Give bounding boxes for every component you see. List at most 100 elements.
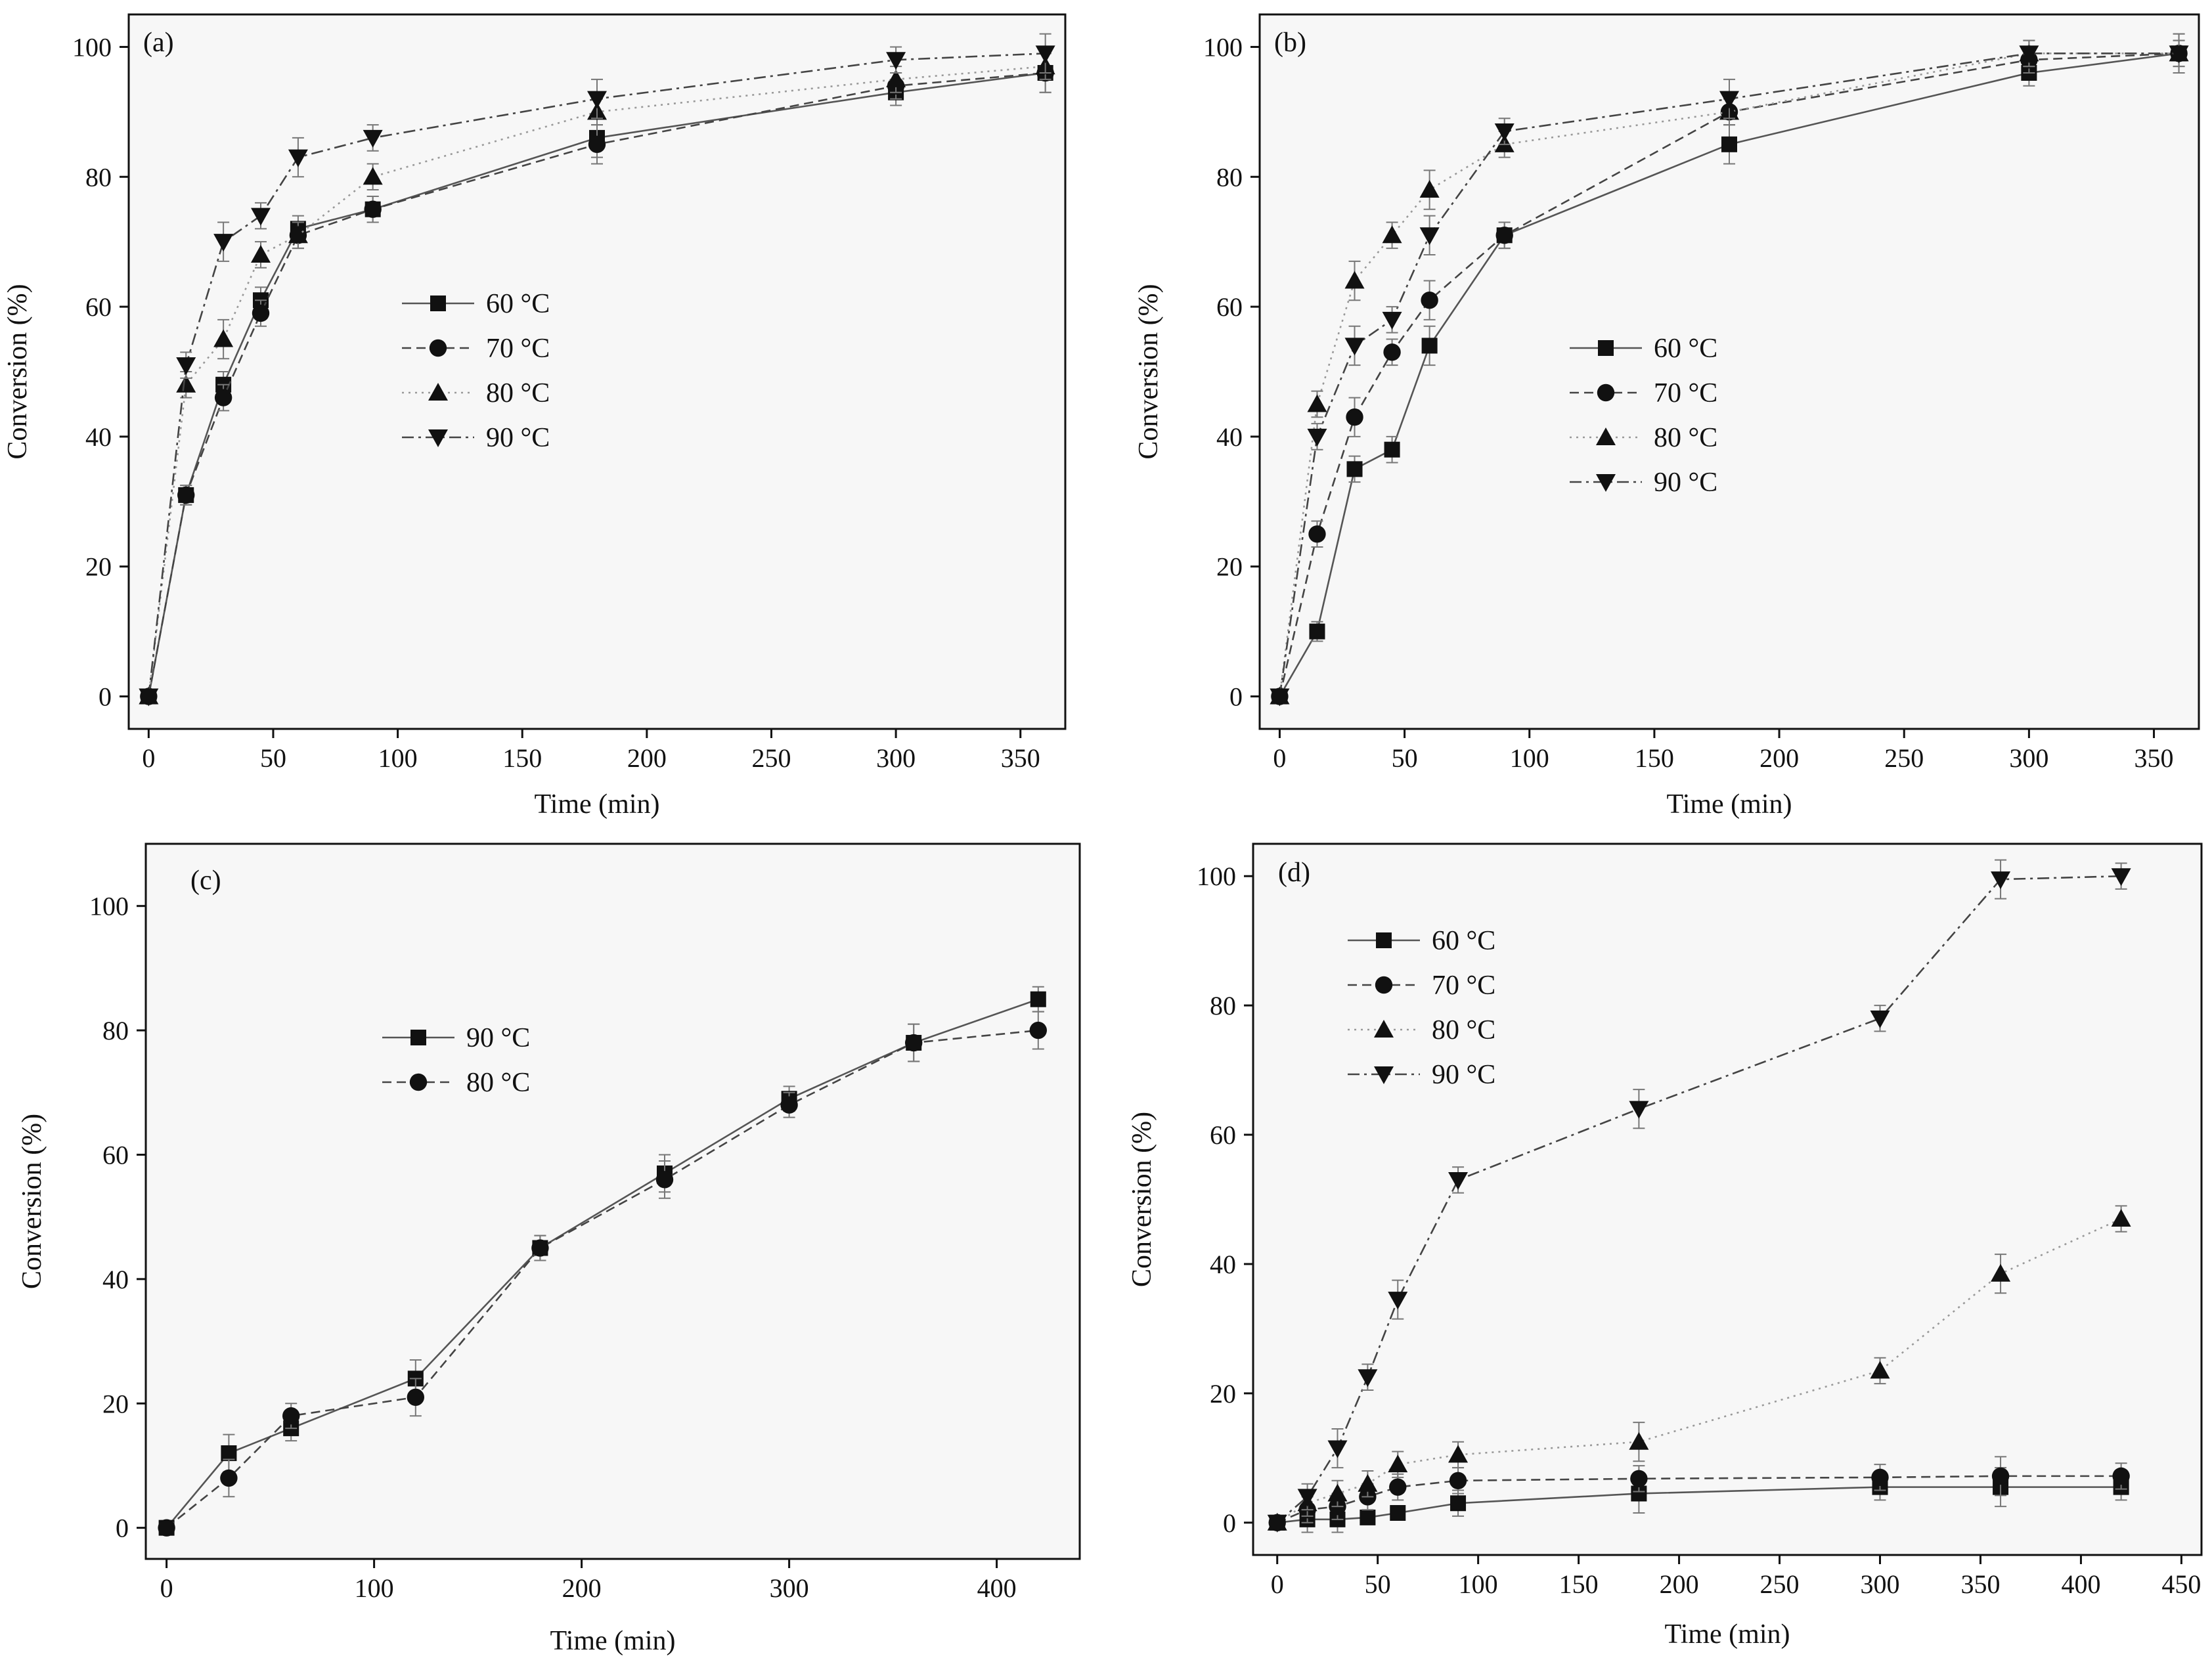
data-point — [1344, 271, 1365, 289]
legend-entry: 60 °C — [1570, 334, 1717, 364]
legend-entry: 80 °C — [382, 1068, 530, 1098]
data-point — [2111, 1209, 2131, 1227]
legend-entry: 70 °C — [1348, 971, 1495, 1001]
data-point — [531, 1239, 549, 1257]
data-point — [363, 129, 383, 148]
legend-entry: 90 °C — [1348, 1060, 1495, 1090]
data-point — [1327, 1483, 1348, 1502]
legend-marker — [1375, 976, 1393, 994]
data-point — [288, 225, 308, 244]
y-tick-label: 40 — [102, 1265, 129, 1294]
x-tick-label: 200 — [627, 743, 667, 773]
panel-label: (b) — [1274, 28, 1306, 58]
chart-panel-b: 0 50 100 150 200 250 300 350 0 20 40 60 80 100 Time (m… — [1134, 13, 2200, 820]
x-axis-title: Time (min) — [1665, 1619, 1790, 1650]
y-tick-label: 60 — [1210, 1120, 1236, 1150]
x-tick-label: 100 — [355, 1573, 394, 1603]
data-point — [2169, 45, 2189, 64]
x-tick-label: 400 — [2061, 1569, 2100, 1599]
data-point — [1346, 408, 1363, 426]
legend-marker — [1596, 427, 1616, 445]
legend-marker — [1596, 474, 1616, 492]
series-line — [166, 1029, 1038, 1529]
plot-area — [1252, 842, 2203, 1556]
panel-label: (a) — [143, 28, 174, 58]
data-point — [1382, 225, 1402, 244]
series-80C — [1267, 1205, 2131, 1531]
y-tick-label: 80 — [85, 162, 112, 192]
y-tick-label: 100 — [89, 892, 129, 921]
y-axis-title: Conversion (%) — [17, 1114, 47, 1289]
data-point — [1630, 1470, 1648, 1488]
data-point — [1494, 123, 1515, 142]
data-point — [176, 374, 196, 393]
data-point — [1307, 394, 1327, 412]
x-axis-title: Time (min) — [550, 1626, 676, 1656]
data-point — [1360, 1509, 1376, 1525]
y-axis-title: Conversion (%) — [3, 284, 33, 459]
legend-marker — [1597, 383, 1615, 402]
data-point — [177, 486, 195, 504]
data-point — [282, 1407, 300, 1425]
data-point — [1390, 1505, 1406, 1521]
y-tick-label: 80 — [102, 1016, 129, 1045]
data-point — [1629, 1432, 1649, 1450]
y-tick-label: 100 — [1203, 32, 1243, 62]
data-point — [1270, 688, 1290, 707]
data-point — [886, 52, 906, 70]
data-point — [1358, 1474, 1378, 1492]
data-point — [1495, 227, 1513, 244]
legend-entry: 60 °C — [402, 289, 550, 319]
data-point — [1358, 1369, 1378, 1388]
x-tick-label: 300 — [770, 1573, 809, 1603]
data-point — [1308, 525, 1326, 543]
legend-label: 80 °C — [486, 378, 550, 408]
data-point — [2112, 1467, 2130, 1485]
legend-label: 90 °C — [466, 1023, 530, 1053]
x-tick-label: 350 — [2135, 743, 2174, 773]
plot-area — [144, 842, 1081, 1560]
data-point — [1307, 428, 1327, 447]
data-point — [1388, 1292, 1408, 1310]
data-point — [1421, 338, 1438, 354]
x-tick-label: 300 — [1861, 1569, 1900, 1599]
legend-marker — [429, 339, 447, 357]
data-point — [288, 149, 308, 167]
legend-marker — [428, 383, 448, 401]
legend-entry: 60 °C — [1348, 926, 1495, 956]
data-point — [588, 135, 606, 154]
data-point — [886, 69, 906, 87]
x-tick-label: 0 — [142, 743, 155, 773]
y-tick-label: 0 — [116, 1514, 129, 1543]
data-point — [1029, 1021, 1048, 1039]
data-point — [158, 1519, 175, 1537]
data-point — [251, 208, 271, 226]
chart-panel-c: 0 100 200 300 400 0 20 40 60 80 100 Time (min) Conve… — [17, 842, 1081, 1656]
series-line — [1277, 1475, 2121, 1523]
data-point — [363, 167, 383, 185]
data-point — [1327, 1440, 1348, 1458]
legend-label: 80 °C — [466, 1068, 530, 1098]
x-tick-label: 0 — [1273, 743, 1286, 773]
data-point — [2111, 868, 2131, 886]
data-point — [1035, 45, 1055, 64]
data-point — [407, 1388, 424, 1406]
legend-entry: 90 °C — [402, 423, 550, 453]
x-tick-label: 300 — [2009, 743, 2048, 773]
data-point — [1419, 180, 1440, 198]
legend-label: 60 °C — [486, 289, 550, 319]
y-tick-label: 100 — [72, 32, 112, 62]
y-tick-label: 60 — [1216, 292, 1243, 322]
data-point — [1870, 1361, 1890, 1379]
x-tick-label: 350 — [1960, 1569, 2000, 1599]
y-axis-title: Conversion (%) — [1127, 1112, 1157, 1287]
data-point — [1991, 871, 2011, 890]
data-point — [1991, 1263, 2011, 1282]
legend-label: 90 °C — [1654, 468, 1717, 498]
y-tick-label: 40 — [1210, 1250, 1236, 1279]
x-tick-label: 250 — [751, 743, 791, 773]
data-point — [213, 234, 234, 252]
x-tick-label: 200 — [562, 1573, 602, 1603]
legend-marker — [1374, 1020, 1394, 1038]
legend-label: 90 °C — [1432, 1060, 1495, 1090]
